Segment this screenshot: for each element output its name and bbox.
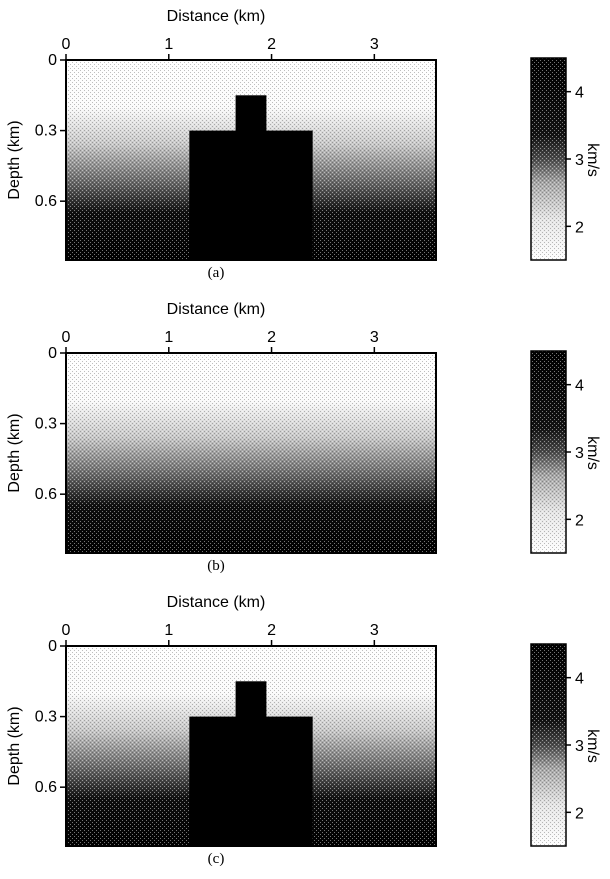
velocity-panel-b: Distance (km) Depth (km) km/s 0 1 2 3 0 0.3 0.… xyxy=(0,293,610,586)
colorbar-tick-label: 2 xyxy=(575,219,584,236)
y-tick-label: 0.3 xyxy=(35,123,57,140)
x-axis-label: Distance (km) xyxy=(166,301,266,318)
plot-frame xyxy=(65,59,437,261)
y-tick-label: 0 xyxy=(48,345,57,362)
panel-caption: (c) xyxy=(207,851,225,867)
x-tick-label: 2 xyxy=(267,329,276,346)
colorbar-tick-label: 3 xyxy=(575,152,584,169)
colorbar-texture xyxy=(531,644,566,846)
x-tick-label: 2 xyxy=(267,622,276,639)
x-tick-label: 1 xyxy=(164,622,173,639)
colorbar-tick-label: 4 xyxy=(575,671,584,688)
x-tick-label: 0 xyxy=(62,329,71,346)
velocity-panel-c: Distance (km) Depth (km) km/s 0 1 2 3 0 0.3 0.… xyxy=(0,586,610,879)
x-tick-label: 3 xyxy=(370,36,379,53)
colorbar-tick-label: 2 xyxy=(575,512,584,529)
colorbar-tick-label: 3 xyxy=(575,445,584,462)
y-tick-label: 0.3 xyxy=(35,416,57,433)
velocity-anomaly-block xyxy=(189,716,313,846)
chart-svg: 0 1 2 3 0 0.3 0.6 2 3 4 xyxy=(35,36,584,261)
y-tick-label: 0.6 xyxy=(35,193,57,210)
x-tick-label: 3 xyxy=(370,622,379,639)
y-tick-label: 0.6 xyxy=(35,779,57,796)
y-tick-label: 0 xyxy=(48,52,57,69)
velocity-field-texture xyxy=(66,353,436,553)
x-axis-label: Distance (km) xyxy=(166,8,266,25)
colorbar-tick-label: 4 xyxy=(575,85,584,102)
chart-svg: 0 1 2 3 0 0.3 0.6 2 3 4 xyxy=(35,329,584,554)
panel-caption: (b) xyxy=(207,558,225,574)
plot-frame xyxy=(65,645,437,847)
colorbar-tick-label: 3 xyxy=(575,738,584,755)
velocity-anomaly-block xyxy=(189,130,313,260)
x-tick-label: 1 xyxy=(164,36,173,53)
colorbar-tick-label: 2 xyxy=(575,805,584,822)
x-axis-label: Distance (km) xyxy=(166,594,266,611)
x-tick-label: 2 xyxy=(267,36,276,53)
colorbar-texture xyxy=(531,58,566,260)
plot-frame xyxy=(65,352,437,554)
chart-svg: 0 1 2 3 0 0.3 0.6 2 3 4 xyxy=(35,622,584,847)
colorbar-tick-label: 4 xyxy=(575,378,584,395)
velocity-panel-a: Distance (km) Depth (km) km/s 0 1 2 3 0 0.3 0.… xyxy=(0,0,610,293)
y-tick-label: 0 xyxy=(48,638,57,655)
panel-caption: (a) xyxy=(207,265,225,281)
colorbar-texture xyxy=(531,351,566,553)
x-tick-label: 0 xyxy=(62,36,71,53)
x-tick-label: 1 xyxy=(164,329,173,346)
x-tick-label: 3 xyxy=(370,329,379,346)
y-tick-label: 0.3 xyxy=(35,709,57,726)
x-tick-label: 0 xyxy=(62,622,71,639)
y-tick-label: 0.6 xyxy=(35,486,57,503)
